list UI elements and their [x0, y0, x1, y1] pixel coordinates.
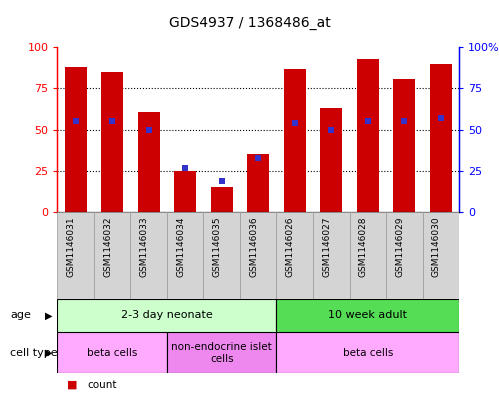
- Text: beta cells: beta cells: [87, 348, 137, 358]
- Text: ▶: ▶: [45, 310, 52, 320]
- Bar: [65, 67, 87, 212]
- Bar: [423, 212, 459, 299]
- Text: GSM1146030: GSM1146030: [432, 217, 441, 277]
- Text: GDS4937 / 1368486_at: GDS4937 / 1368486_at: [169, 16, 330, 30]
- Bar: [130, 212, 167, 299]
- Bar: [94, 212, 130, 299]
- Text: ■: ■: [67, 380, 78, 390]
- Bar: [240, 212, 276, 299]
- Bar: [57, 332, 167, 373]
- Bar: [167, 212, 204, 299]
- Text: 10 week adult: 10 week adult: [328, 310, 407, 320]
- Text: GSM1146036: GSM1146036: [249, 217, 258, 277]
- Text: GSM1146034: GSM1146034: [176, 217, 185, 277]
- Text: GSM1146027: GSM1146027: [322, 217, 331, 277]
- Bar: [313, 212, 349, 299]
- Bar: [248, 154, 269, 212]
- Text: GSM1146028: GSM1146028: [359, 217, 368, 277]
- Text: GSM1146035: GSM1146035: [213, 217, 222, 277]
- Bar: [276, 299, 459, 332]
- Text: beta cells: beta cells: [343, 348, 393, 358]
- Text: GSM1146033: GSM1146033: [140, 217, 149, 277]
- Text: count: count: [87, 380, 117, 390]
- Text: 2-3 day neonate: 2-3 day neonate: [121, 310, 213, 320]
- Text: age: age: [10, 310, 31, 320]
- Text: non-endocrine islet
cells: non-endocrine islet cells: [171, 342, 272, 364]
- Text: cell type: cell type: [10, 348, 57, 358]
- Bar: [57, 212, 94, 299]
- Bar: [320, 108, 342, 212]
- Bar: [167, 332, 276, 373]
- Text: GSM1146031: GSM1146031: [67, 217, 76, 277]
- Bar: [349, 212, 386, 299]
- Bar: [204, 212, 240, 299]
- Text: ▶: ▶: [45, 348, 52, 358]
- Bar: [174, 171, 196, 212]
- Bar: [357, 59, 379, 212]
- Bar: [430, 64, 452, 212]
- Text: GSM1146026: GSM1146026: [286, 217, 295, 277]
- Bar: [211, 187, 233, 212]
- Text: GSM1146032: GSM1146032: [103, 217, 112, 277]
- Bar: [276, 212, 313, 299]
- Bar: [284, 69, 306, 212]
- Bar: [393, 79, 415, 212]
- Bar: [101, 72, 123, 212]
- Text: GSM1146029: GSM1146029: [395, 217, 404, 277]
- Bar: [386, 212, 423, 299]
- Bar: [138, 112, 160, 212]
- Bar: [276, 332, 459, 373]
- Bar: [57, 299, 276, 332]
